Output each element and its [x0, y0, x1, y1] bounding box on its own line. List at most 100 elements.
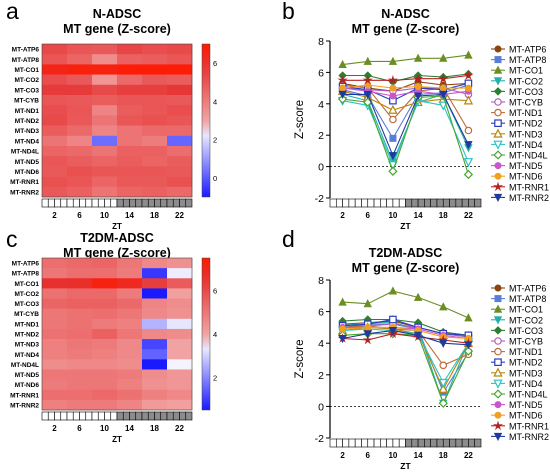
data-point [463, 169, 474, 180]
heatmap-light-box [60, 198, 68, 208]
heatmap-cell [42, 95, 68, 106]
heatmap-row-label: MT-CYB [14, 311, 39, 318]
line-chart-dark-box [468, 198, 476, 208]
heatmap-cell [117, 54, 143, 65]
series-line [342, 318, 469, 336]
line-chart-dark-box [442, 438, 450, 448]
heatmap-cell [167, 156, 193, 167]
heatmap-cell [92, 186, 118, 198]
legend-marker [494, 347, 502, 356]
heatmap-cell [92, 115, 118, 126]
y-tick-label: 4 [318, 99, 324, 111]
heatmap-cell [42, 339, 68, 350]
heatmap-row-label: MT-ND6 [15, 169, 40, 176]
line-chart-dark-box [442, 198, 450, 208]
heatmap-light-box [47, 198, 55, 208]
heatmap-light-box [79, 411, 87, 421]
y-axis-label: Z-score [294, 100, 306, 139]
heatmap-row-label: MT-ND4 [15, 138, 40, 145]
data-point [388, 327, 398, 336]
heatmap-cell [142, 349, 168, 360]
heatmap-row-label: MT-CO3 [14, 301, 39, 308]
data-point [362, 74, 373, 85]
data-point [339, 325, 347, 333]
x-tick-label: 2 [340, 451, 345, 460]
line-chart-dark-box [468, 438, 476, 448]
series-line [342, 326, 469, 340]
line-chart-light-box [342, 438, 350, 448]
line-chart-dark-box [405, 438, 413, 448]
heatmap-x-tick: 2 [52, 424, 57, 433]
legend-marker [493, 304, 503, 313]
legend-label: MT-ATP8 [509, 294, 546, 304]
data-point [337, 94, 348, 104]
heatmap-cell [167, 146, 193, 157]
line-chart-dark-box [417, 198, 425, 208]
heatmap-cell [42, 176, 68, 188]
line-chart-light-box [386, 438, 394, 448]
heatmap-cell [92, 389, 118, 401]
heatmap-cell [117, 318, 143, 330]
line-chart-light-box [380, 198, 387, 208]
heatmap-cell [167, 95, 193, 106]
heatmap-row-label: MT-CO2 [14, 291, 39, 298]
data-point [388, 286, 398, 295]
heatmap-cell [42, 135, 68, 147]
legend-label: MT-ND4 [509, 379, 543, 389]
heatmap-cell [67, 135, 93, 147]
heatmap-dark-box [166, 411, 174, 421]
heatmap-cell [142, 166, 168, 177]
legend-label: MT-RNR1 [509, 421, 549, 431]
series-line [342, 318, 469, 336]
legend-marker [494, 337, 502, 345]
legend-label: MT-ND2 [509, 119, 543, 129]
heatmap-cell [67, 369, 93, 380]
heatmap-row-label: MT-ND4L [11, 149, 39, 156]
heatmap-cell [92, 125, 118, 137]
data-point [388, 56, 398, 65]
heatmap-light-box [41, 411, 49, 421]
legend-label: MT-RNR2 [509, 432, 549, 442]
legend-marker [494, 284, 502, 292]
heatmap-cell [42, 74, 68, 86]
legend-marker [493, 77, 503, 86]
heatmap-cell [67, 268, 93, 279]
heatmap-dark-box [116, 198, 124, 208]
heatmap-row-label: MT-ND1 [15, 321, 40, 328]
heatmap-cell [142, 186, 168, 198]
heatmap-light-box [41, 198, 49, 208]
heatmap-cell [142, 389, 168, 401]
heatmap-light-box [72, 411, 80, 421]
heatmap-dark-box [129, 411, 137, 421]
line-chart-subtitle: MT gene (Z-score) [352, 261, 460, 275]
heatmap-cell [167, 74, 193, 86]
heatmap-cell [142, 156, 168, 167]
heatmap-cell [92, 146, 118, 157]
heatmap-cell [117, 399, 143, 411]
heatmap-x-tick: 6 [77, 211, 82, 220]
heatmap-dark-box [185, 411, 193, 421]
heatmap-cell [167, 115, 193, 126]
data-point [463, 95, 474, 105]
legend-marker [493, 140, 503, 150]
heatmap-cell [117, 186, 143, 198]
data-point [439, 84, 447, 92]
data-point [463, 158, 474, 168]
line-chart-light-box [367, 438, 375, 448]
heatmap-row-label: MT-ATP6 [12, 47, 40, 54]
line-chart-light-box [373, 438, 381, 448]
heatmap-dark-box [154, 198, 162, 208]
heatmap-cell [167, 318, 193, 330]
line-chart-light-box [361, 198, 369, 208]
heatmap-cell [67, 389, 93, 401]
line-chart-title: N-ADSC [381, 7, 430, 21]
heatmap-cell [92, 156, 118, 167]
legend-label: MT-ATP8 [509, 55, 546, 65]
heatmap-cell [117, 95, 143, 106]
heatmap-cell [42, 288, 68, 299]
legend-label: MT-RNR2 [509, 193, 549, 203]
heatmap-cell [42, 328, 68, 340]
legend-label: MT-ATP6 [509, 284, 546, 294]
heatmap-cell [92, 349, 118, 360]
legend-marker [494, 119, 502, 128]
